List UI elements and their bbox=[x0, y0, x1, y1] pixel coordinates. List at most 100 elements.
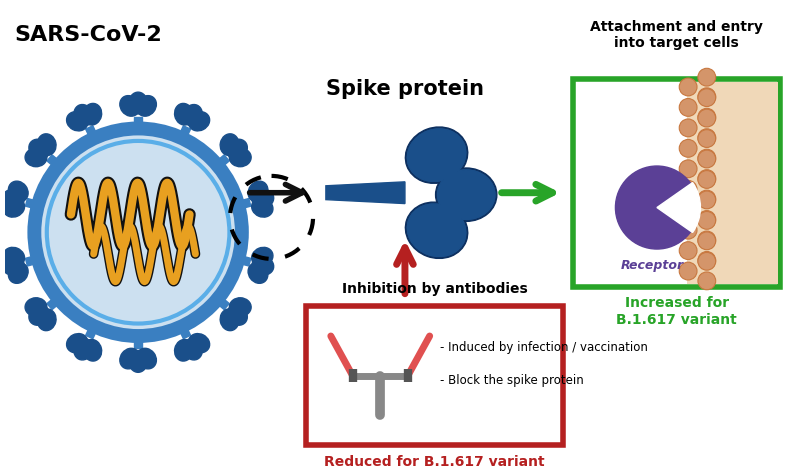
Ellipse shape bbox=[230, 298, 251, 317]
Polygon shape bbox=[33, 200, 41, 211]
Polygon shape bbox=[86, 126, 98, 140]
Ellipse shape bbox=[120, 348, 140, 369]
Ellipse shape bbox=[129, 350, 147, 373]
Text: Increased for
B.1.617 variant: Increased for B.1.617 variant bbox=[616, 296, 737, 327]
Polygon shape bbox=[47, 155, 61, 169]
Circle shape bbox=[698, 150, 716, 168]
Polygon shape bbox=[26, 198, 39, 209]
Polygon shape bbox=[682, 202, 690, 213]
Wedge shape bbox=[657, 183, 701, 233]
Ellipse shape bbox=[438, 170, 495, 219]
FancyBboxPatch shape bbox=[687, 82, 778, 284]
Ellipse shape bbox=[252, 198, 273, 217]
Text: SARS-CoV-2: SARS-CoV-2 bbox=[14, 24, 162, 45]
Text: Inhibition by antibodies: Inhibition by antibodies bbox=[342, 283, 527, 296]
Polygon shape bbox=[178, 126, 190, 140]
Circle shape bbox=[679, 201, 697, 219]
Text: - Induced by infection / vaccination: - Induced by infection / vaccination bbox=[439, 341, 647, 354]
Ellipse shape bbox=[183, 339, 202, 360]
Circle shape bbox=[698, 88, 716, 106]
Polygon shape bbox=[177, 323, 188, 332]
Ellipse shape bbox=[3, 198, 25, 217]
Ellipse shape bbox=[407, 129, 466, 181]
Circle shape bbox=[679, 180, 697, 198]
Circle shape bbox=[698, 211, 716, 229]
Polygon shape bbox=[215, 296, 230, 309]
Circle shape bbox=[698, 252, 716, 269]
Circle shape bbox=[698, 272, 716, 290]
Circle shape bbox=[698, 231, 716, 249]
Ellipse shape bbox=[438, 170, 495, 219]
Text: Spike protein: Spike protein bbox=[326, 79, 484, 99]
Ellipse shape bbox=[407, 129, 466, 181]
Circle shape bbox=[698, 211, 716, 228]
Ellipse shape bbox=[252, 247, 273, 267]
Polygon shape bbox=[238, 198, 251, 209]
Polygon shape bbox=[215, 155, 230, 169]
Polygon shape bbox=[134, 124, 143, 130]
Ellipse shape bbox=[174, 340, 194, 361]
Ellipse shape bbox=[407, 204, 466, 256]
Polygon shape bbox=[177, 133, 188, 142]
Ellipse shape bbox=[252, 256, 274, 275]
Polygon shape bbox=[53, 294, 63, 305]
Ellipse shape bbox=[220, 134, 239, 155]
Circle shape bbox=[679, 221, 697, 239]
Ellipse shape bbox=[407, 204, 466, 256]
Ellipse shape bbox=[248, 263, 268, 284]
Text: Reduced for B.1.617 variant: Reduced for B.1.617 variant bbox=[324, 455, 545, 469]
Ellipse shape bbox=[227, 139, 247, 159]
Circle shape bbox=[679, 242, 697, 260]
Ellipse shape bbox=[220, 309, 239, 331]
Circle shape bbox=[679, 139, 697, 157]
Ellipse shape bbox=[227, 305, 247, 325]
Ellipse shape bbox=[129, 92, 147, 114]
Ellipse shape bbox=[29, 305, 50, 325]
Ellipse shape bbox=[406, 127, 468, 183]
Ellipse shape bbox=[38, 134, 56, 155]
Polygon shape bbox=[86, 325, 98, 339]
Ellipse shape bbox=[25, 298, 47, 317]
FancyBboxPatch shape bbox=[306, 306, 563, 445]
Polygon shape bbox=[47, 296, 61, 309]
Ellipse shape bbox=[252, 189, 274, 208]
Ellipse shape bbox=[230, 148, 251, 167]
Polygon shape bbox=[235, 200, 243, 211]
Polygon shape bbox=[213, 159, 224, 171]
Ellipse shape bbox=[406, 202, 468, 259]
Ellipse shape bbox=[189, 112, 210, 131]
Ellipse shape bbox=[2, 256, 24, 275]
Polygon shape bbox=[238, 255, 251, 266]
Ellipse shape bbox=[8, 263, 28, 284]
Ellipse shape bbox=[174, 104, 194, 125]
Circle shape bbox=[679, 78, 697, 96]
Circle shape bbox=[698, 190, 716, 208]
Polygon shape bbox=[33, 254, 41, 265]
Polygon shape bbox=[26, 255, 39, 266]
Ellipse shape bbox=[29, 139, 50, 159]
Ellipse shape bbox=[83, 340, 102, 361]
Ellipse shape bbox=[2, 189, 24, 208]
Polygon shape bbox=[235, 254, 243, 265]
Ellipse shape bbox=[38, 309, 56, 331]
Ellipse shape bbox=[25, 148, 47, 167]
Circle shape bbox=[698, 129, 716, 146]
Polygon shape bbox=[134, 334, 143, 340]
Circle shape bbox=[698, 68, 716, 86]
Ellipse shape bbox=[137, 348, 156, 369]
Text: - Block the spike protein: - Block the spike protein bbox=[439, 374, 583, 387]
Ellipse shape bbox=[8, 181, 28, 202]
Circle shape bbox=[698, 108, 716, 126]
Circle shape bbox=[698, 149, 716, 167]
Circle shape bbox=[698, 171, 716, 188]
Circle shape bbox=[698, 170, 716, 187]
Ellipse shape bbox=[66, 333, 88, 353]
Polygon shape bbox=[134, 336, 142, 348]
Circle shape bbox=[698, 232, 716, 250]
Ellipse shape bbox=[435, 168, 497, 221]
Ellipse shape bbox=[183, 105, 202, 126]
Polygon shape bbox=[178, 325, 190, 339]
Circle shape bbox=[679, 160, 697, 178]
FancyBboxPatch shape bbox=[573, 79, 781, 286]
Circle shape bbox=[615, 166, 698, 249]
